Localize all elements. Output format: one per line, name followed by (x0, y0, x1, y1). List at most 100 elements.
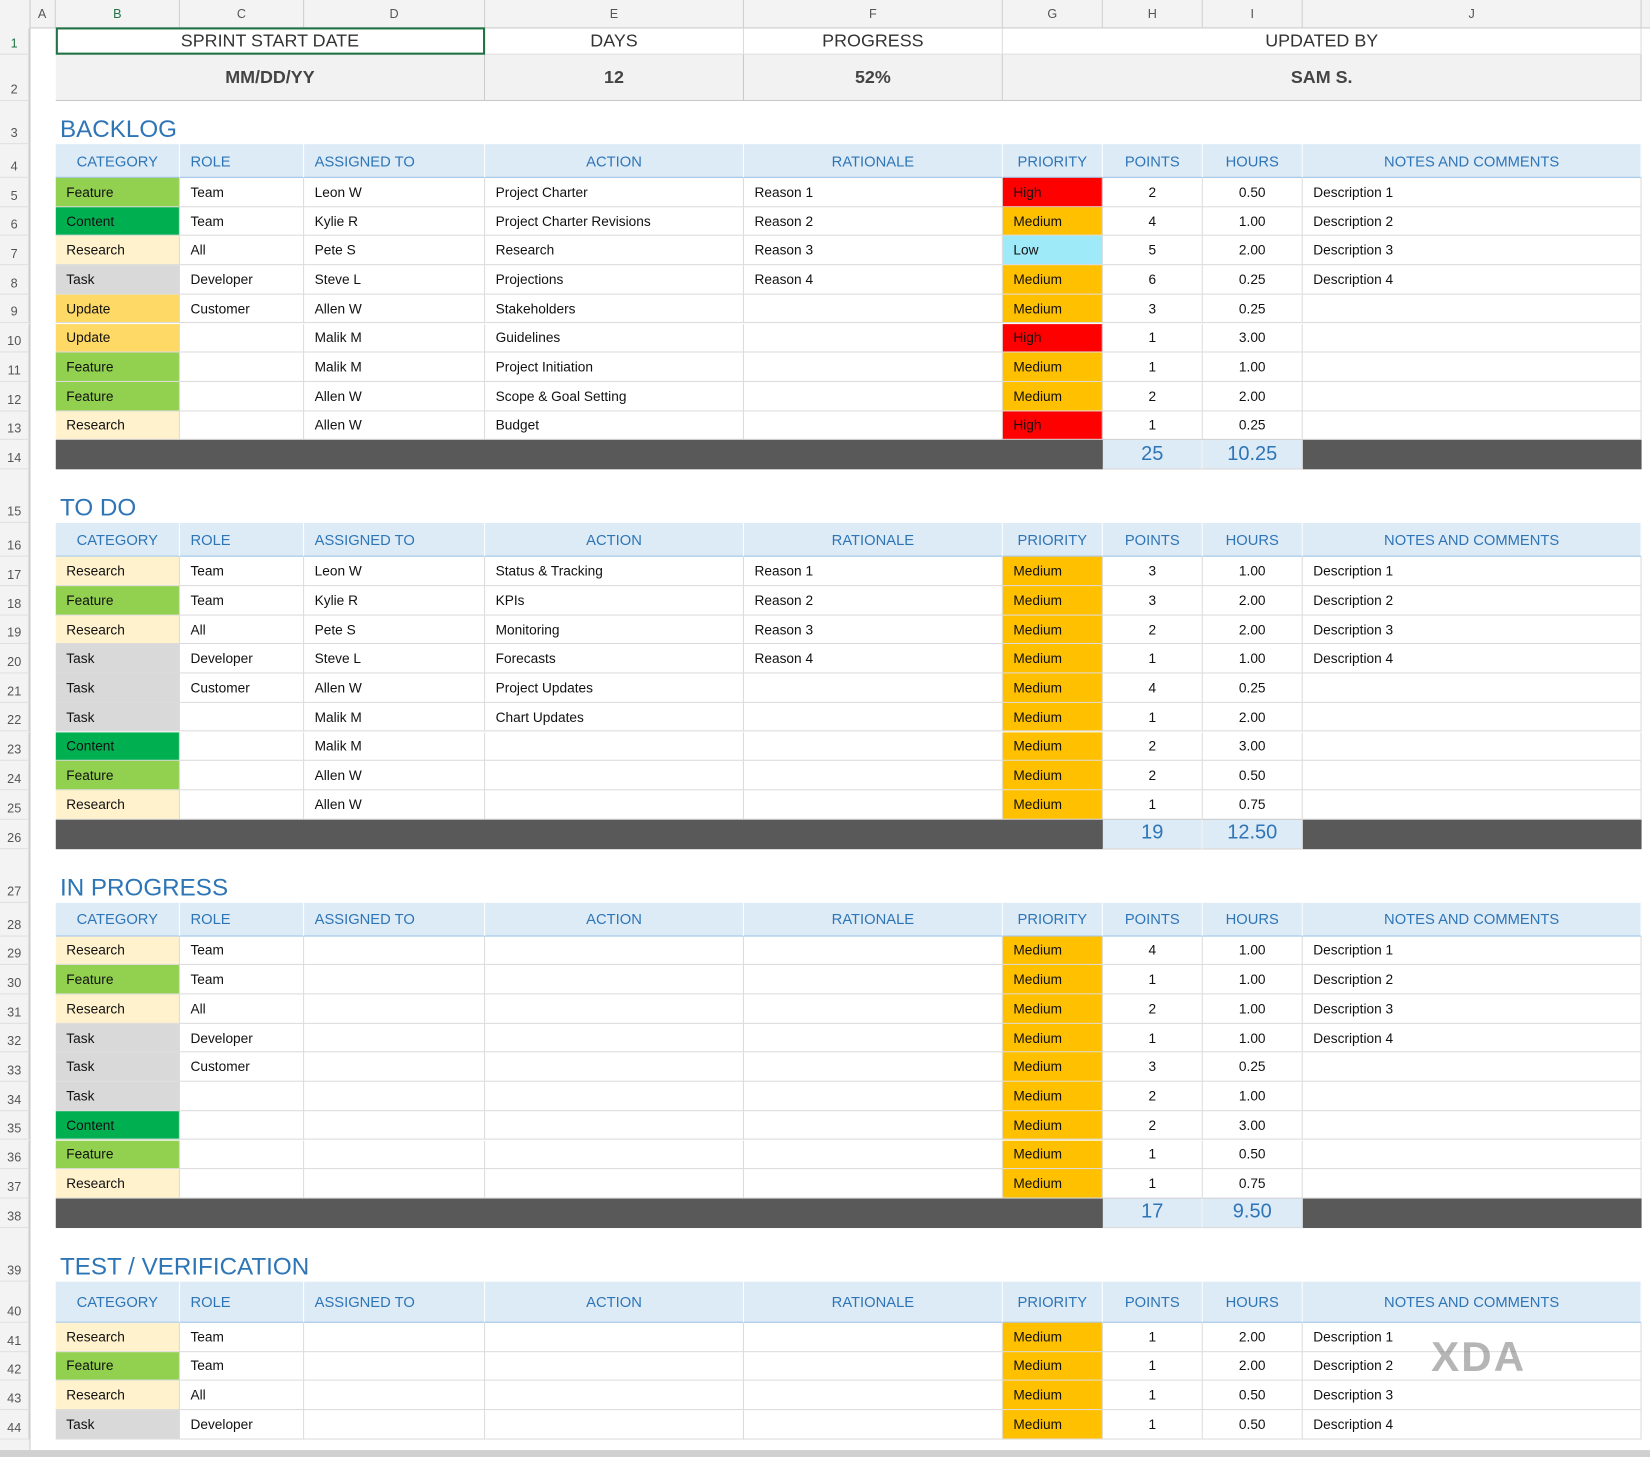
rationale: Reason 3 (743, 236, 1003, 266)
column-header: CATEGORY (55, 1281, 180, 1323)
assigned-to (304, 1169, 486, 1199)
points: 4 (1102, 936, 1203, 966)
priority: Medium (1002, 790, 1103, 820)
column-header: POINTS (1102, 1281, 1203, 1323)
row-number: 23 (0, 731, 30, 762)
role (179, 411, 305, 441)
total-points: 19 (1102, 819, 1203, 849)
row-number: 16 (0, 523, 30, 557)
column-header: ACTION (485, 1281, 744, 1323)
priority: Medium (1002, 761, 1103, 791)
column-header: POINTS (1102, 523, 1203, 557)
notes (1302, 1111, 1642, 1141)
category: Research (55, 936, 180, 966)
priority: Medium (1002, 381, 1103, 412)
total-bar (55, 819, 1642, 849)
rationale (743, 1322, 1003, 1352)
action: KPIs (485, 586, 744, 616)
row-number: 21 (0, 673, 30, 703)
section-title: BACKLOG (59, 114, 178, 143)
column-header: ACTION (485, 523, 744, 557)
column-letter: I (1203, 0, 1303, 28)
column-header: ASSIGNED TO (304, 1281, 486, 1323)
hours: 2.00 (1202, 1322, 1303, 1352)
category: Content (55, 1111, 180, 1141)
role (179, 323, 305, 353)
notes (1302, 1169, 1642, 1199)
category: Research (55, 1322, 180, 1352)
role: Customer (179, 673, 305, 703)
column-header-bar (0, 0, 1650, 29)
assigned-to: Allen W (304, 761, 486, 791)
role: All (179, 994, 305, 1024)
role (179, 790, 305, 820)
role (179, 1169, 305, 1199)
role (179, 761, 305, 791)
column-letter: D (304, 0, 486, 28)
action (485, 1052, 744, 1082)
points: 2 (1102, 177, 1203, 207)
assigned-to: Kylie R (304, 586, 486, 616)
assigned-to (304, 1322, 486, 1352)
rationale (743, 411, 1003, 441)
priority: Medium (1002, 1351, 1103, 1381)
priority: Medium (1002, 673, 1103, 703)
priority: Medium (1002, 702, 1103, 732)
row-number: 11 (0, 352, 30, 382)
scrollbar[interactable] (0, 1450, 1650, 1457)
rationale (743, 1023, 1003, 1053)
action (485, 1410, 744, 1440)
action: Scope & Goal Setting (485, 381, 744, 412)
points: 6 (1102, 265, 1203, 295)
assigned-to (304, 1081, 486, 1111)
column-letter: A (29, 0, 56, 28)
hours: 0.50 (1202, 1380, 1303, 1411)
column-letter: J (1303, 0, 1642, 28)
action (485, 1023, 744, 1053)
hours: 1.00 (1202, 206, 1303, 237)
rationale: Reason 2 (743, 206, 1003, 237)
column-letter: B (56, 0, 180, 28)
rationale (743, 1380, 1003, 1411)
rationale: Reason 4 (743, 644, 1003, 674)
role: Developer (179, 265, 305, 295)
notes: Description 3 (1302, 1380, 1642, 1411)
notes (1302, 411, 1642, 441)
role: Team (179, 556, 305, 587)
column-letter: C (180, 0, 305, 28)
priority: Medium (1002, 1410, 1103, 1440)
priority: Medium (1002, 1140, 1103, 1170)
rationale (743, 761, 1003, 791)
notes: Description 2 (1302, 965, 1642, 995)
priority: Low (1002, 236, 1103, 266)
action (485, 965, 744, 995)
rationale: Reason 4 (743, 265, 1003, 295)
notes (1302, 352, 1642, 382)
points: 1 (1102, 411, 1203, 441)
row-number: 8 (0, 265, 30, 295)
header-label: UPDATED BY (1002, 28, 1642, 55)
rationale (743, 1169, 1003, 1199)
points: 2 (1102, 615, 1203, 645)
category: Feature (55, 761, 180, 791)
hours: 0.75 (1202, 790, 1303, 820)
notes (1302, 1081, 1642, 1111)
category: Task (55, 644, 180, 674)
action: Research (485, 236, 744, 266)
assigned-to: Leon W (304, 177, 486, 207)
column-header: HOURS (1202, 523, 1303, 557)
action (485, 761, 744, 791)
notes: Description 2 (1302, 206, 1642, 237)
column-header: RATIONALE (743, 1281, 1003, 1323)
selection[interactable] (55, 27, 486, 55)
category: Task (55, 1052, 180, 1082)
hours: 3.00 (1202, 1111, 1303, 1141)
assigned-to: Malik M (304, 323, 486, 353)
points: 1 (1102, 323, 1203, 353)
priority: Medium (1002, 1169, 1103, 1199)
role: Developer (179, 1410, 305, 1440)
role: Team (179, 206, 305, 237)
row-number: 26 (0, 819, 30, 849)
role: Developer (179, 1023, 305, 1053)
